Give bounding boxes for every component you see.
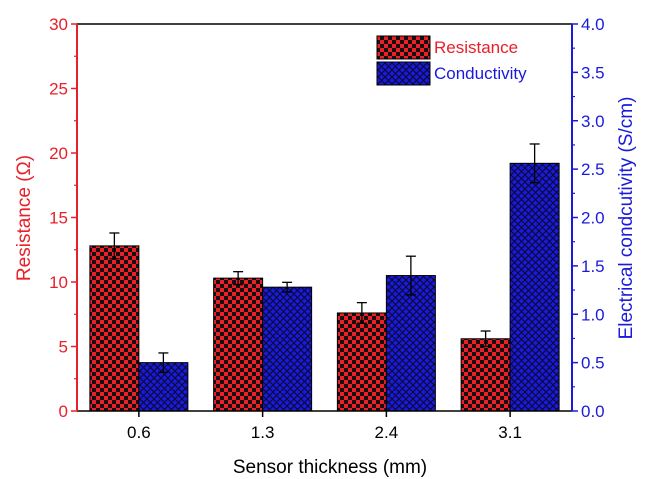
- x-axis-title: Sensor thickness (mm): [233, 457, 427, 478]
- bar-conductivity-1.3: [262, 286, 313, 412]
- bar-resistance-1.3: [213, 277, 264, 412]
- y-right-tick-label: 0.5: [581, 354, 605, 373]
- y-right-tick-label: 0.0: [581, 402, 605, 421]
- y-right-tick-label: 4.0: [581, 15, 605, 34]
- bar-resistance-2.4: [336, 312, 387, 412]
- legend-swatch-resistance: [376, 35, 431, 60]
- y-left-tick-label: 0: [59, 402, 68, 421]
- x-tick-label: 1.3: [251, 423, 275, 442]
- bar-conductivity-3.1: [509, 162, 560, 412]
- x-tick-label: 0.6: [127, 423, 151, 442]
- bar-conductivity-2.4: [385, 275, 436, 412]
- legend-label-conductivity: Conductivity: [434, 64, 527, 83]
- y-left-tick-label: 5: [59, 338, 68, 357]
- y-left-tick-label: 25: [49, 80, 68, 99]
- y-right-axis-title: Electrical condcutivity (S/cm): [616, 97, 637, 340]
- legend: Resistance Conductivity: [376, 35, 527, 86]
- x-tick-label: 3.1: [498, 423, 522, 442]
- y-left-tick-label: 30: [49, 15, 68, 34]
- y-right-tick-label: 2.5: [581, 160, 605, 179]
- ticks-layer: 0.6 1.3 2.4 3.1 0 5 10 15 20 25 30 0.0 0.5 1.0 1.5 2.0 2…: [49, 15, 605, 442]
- bar-resistance-0.6: [89, 245, 140, 412]
- y-left-axis-title: Resistance (Ω): [14, 155, 35, 281]
- y-left-tick-label: 15: [49, 209, 68, 228]
- y-right-tick-label: 3.0: [581, 112, 605, 131]
- legend-swatch-conductivity: [376, 61, 431, 86]
- legend-label-resistance: Resistance: [434, 38, 518, 57]
- y-left-tick-label: 20: [49, 144, 68, 163]
- y-right-tick-label: 1.0: [581, 305, 605, 324]
- y-right-tick-label: 2.0: [581, 209, 605, 228]
- y-right-tick-label: 3.5: [581, 63, 605, 82]
- x-tick-label: 2.4: [375, 423, 399, 442]
- y-right-tick-label: 1.5: [581, 257, 605, 276]
- bar-resistance-3.1: [460, 338, 511, 412]
- y-left-tick-label: 10: [49, 273, 68, 292]
- bars-layer: [89, 143, 560, 412]
